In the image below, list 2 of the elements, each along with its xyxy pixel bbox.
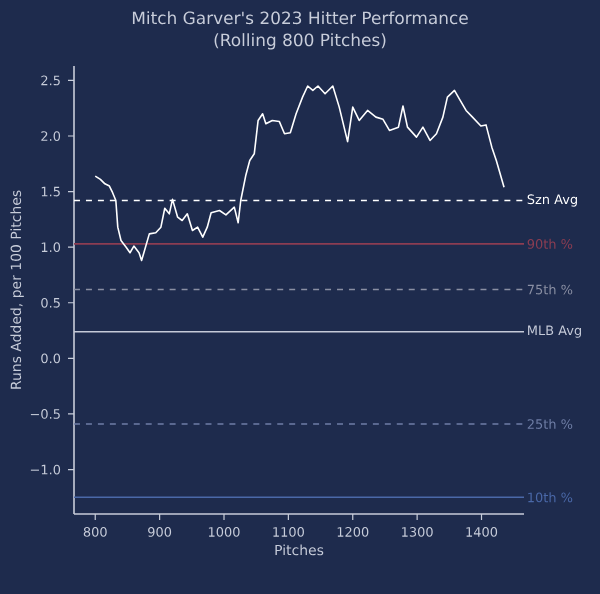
chart-title: Mitch Garver's 2023 Hitter Performance — [132, 11, 468, 25]
chart-subtitle: (Rolling 800 Pitches) — [214, 33, 386, 50]
